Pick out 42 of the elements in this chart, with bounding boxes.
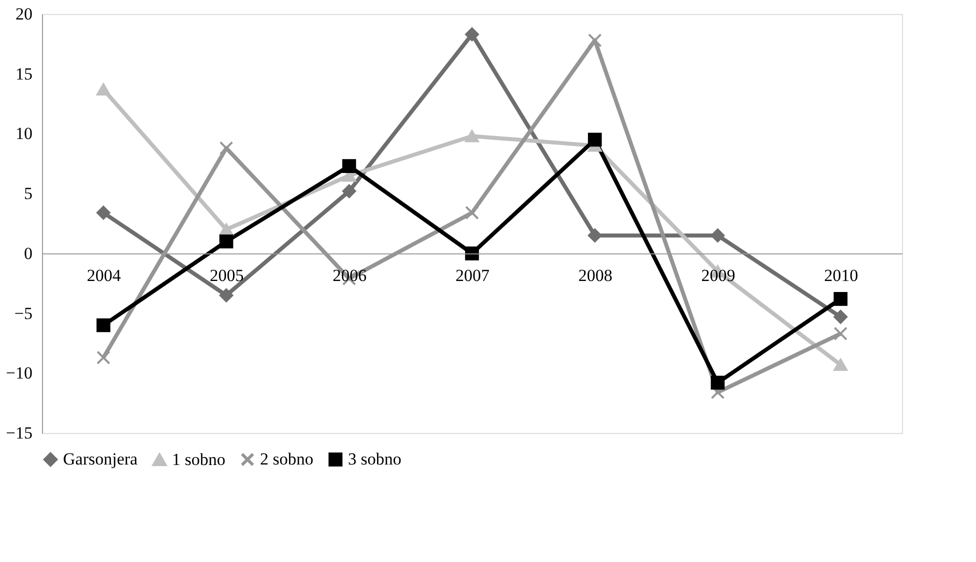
point: [219, 288, 234, 302]
y-tick-label: −5: [14, 304, 32, 323]
x-tick-label: 2004: [86, 266, 122, 285]
point: [465, 206, 479, 220]
x-tick-label: 2006: [332, 266, 367, 285]
point: [96, 206, 110, 220]
y-tick-label: 5: [24, 184, 32, 204]
point: [96, 318, 110, 332]
point: [219, 234, 234, 248]
point: [834, 326, 848, 341]
y-tick-label: 10: [16, 124, 32, 144]
x-tick-label: 2005: [210, 266, 244, 285]
legend-label: 3 sobno: [348, 450, 402, 469]
point: [588, 33, 602, 48]
legend-label: 2 sobno: [260, 450, 314, 469]
point: [834, 358, 848, 371]
y-tick-label: 15: [16, 64, 32, 84]
point: [219, 141, 234, 155]
y-tick-label: 20: [16, 4, 32, 24]
x-tick-label: 2010: [824, 266, 858, 285]
point: [710, 228, 725, 242]
y-tick-label: −15: [6, 424, 32, 442]
point: [588, 132, 602, 147]
point: [465, 130, 479, 142]
point: [710, 376, 725, 390]
point: [834, 310, 848, 324]
x-tick-label: 2009: [701, 266, 736, 285]
y-tick-label: −10: [6, 364, 32, 383]
point: [465, 246, 479, 260]
point: [834, 292, 848, 306]
legend-label: Garsonjera: [63, 450, 138, 469]
point: [96, 350, 110, 364]
point: [219, 223, 234, 236]
point: [342, 184, 356, 198]
legend-label: 1 sobno: [172, 450, 226, 469]
point: [342, 159, 356, 173]
point: [465, 27, 479, 42]
point: [96, 83, 110, 96]
x-tick-label: 2007: [456, 266, 490, 285]
point: [588, 228, 602, 242]
y-tick-label: 0: [24, 244, 32, 263]
x-tick-label: 2008: [578, 266, 612, 285]
